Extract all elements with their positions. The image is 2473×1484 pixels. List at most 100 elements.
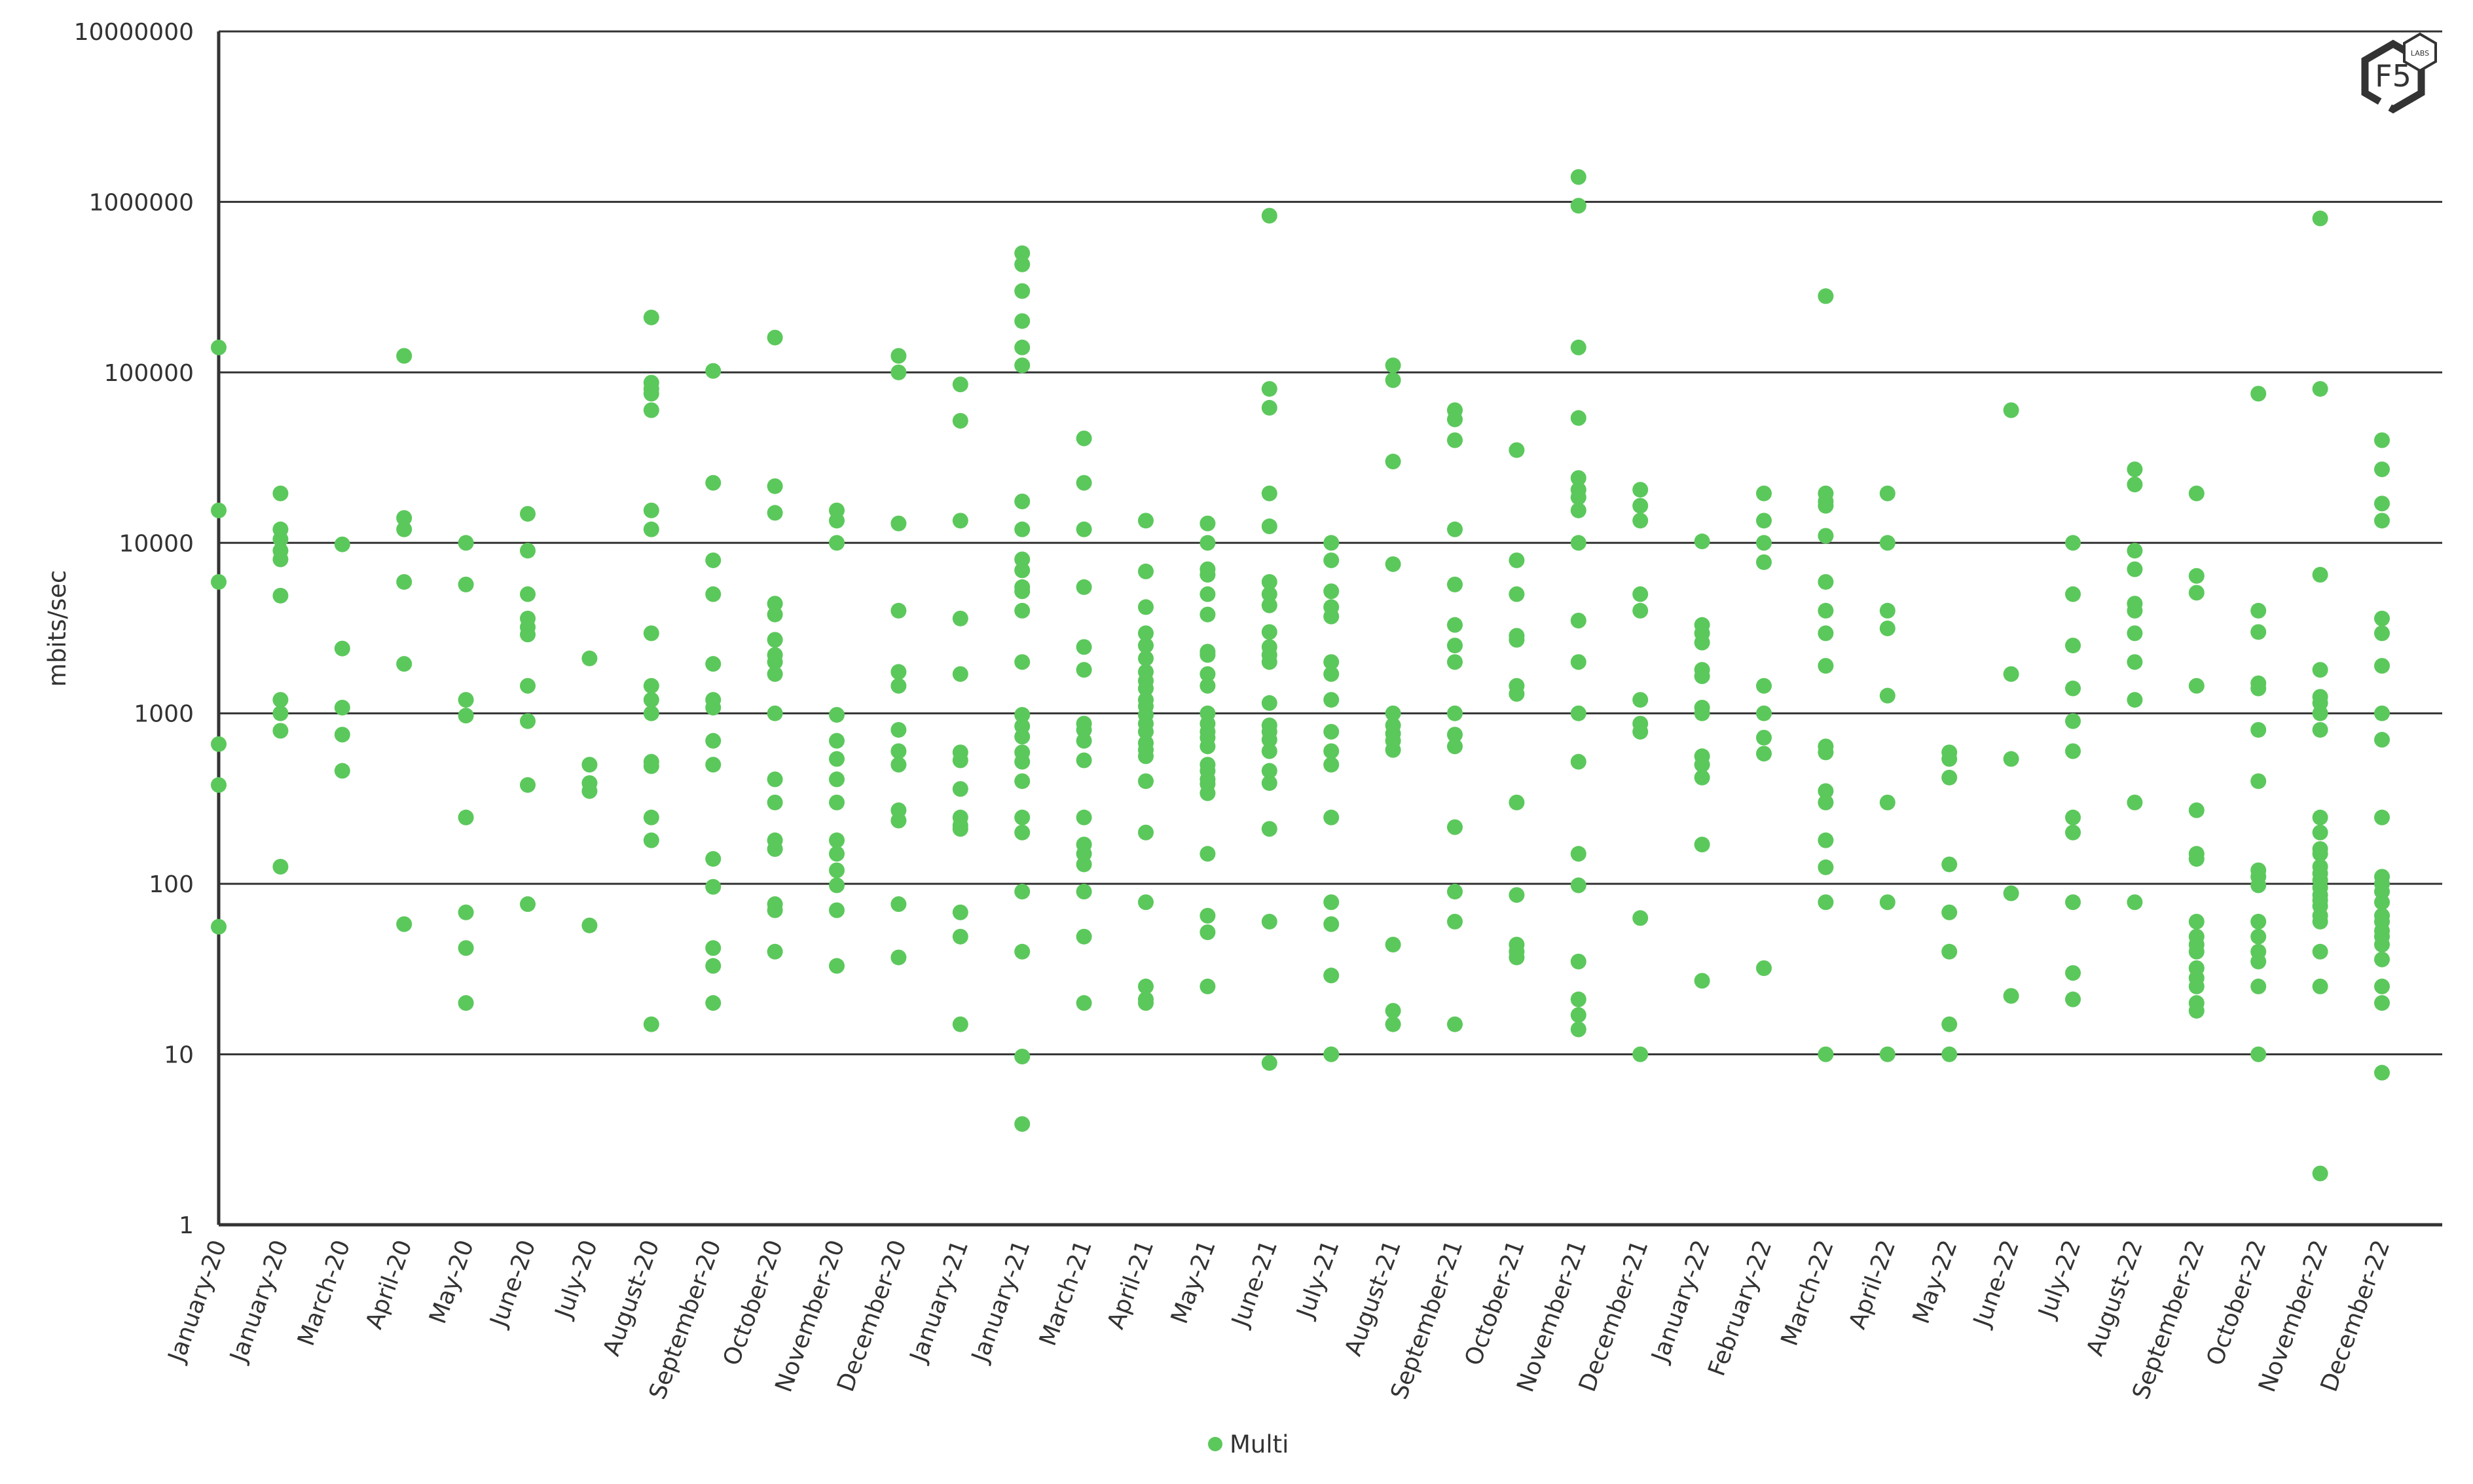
data-point: [2374, 705, 2390, 721]
data-point: [1261, 518, 1277, 535]
data-point: [1818, 1046, 1834, 1062]
data-point: [1261, 381, 1277, 397]
data-point: [1509, 586, 1525, 602]
data-point: [1385, 1016, 1401, 1032]
data-point: [272, 705, 289, 721]
data-point: [1138, 625, 1154, 642]
x-tick-label: January-21: [966, 1237, 1036, 1367]
data-point: [272, 531, 289, 547]
data-point: [2188, 943, 2205, 960]
x-tick-label: August-20: [598, 1237, 665, 1360]
data-point: [1076, 733, 1092, 749]
data-point: [1509, 442, 1525, 458]
data-point: [1385, 936, 1401, 952]
data-point: [1261, 624, 1277, 640]
data-point: [705, 700, 722, 716]
data-point: [2127, 794, 2143, 810]
data-point: [1138, 680, 1154, 697]
data-point: [2312, 978, 2328, 994]
data-point: [890, 949, 907, 966]
data-point: [334, 536, 350, 552]
data-point: [1138, 748, 1154, 765]
data-point: [1138, 773, 1154, 789]
data-point: [2250, 953, 2267, 969]
data-point: [1014, 339, 1031, 355]
data-point: [1879, 485, 1896, 501]
data-point: [767, 794, 783, 810]
data-point: [2003, 402, 2019, 418]
data-point: [2127, 602, 2143, 619]
data-point: [1076, 721, 1092, 738]
x-tick-label: January-22: [1646, 1237, 1715, 1367]
data-point: [705, 733, 722, 749]
data-point: [1014, 551, 1031, 568]
data-point: [643, 832, 659, 848]
data-point: [2065, 809, 2081, 825]
data-point: [1694, 757, 1710, 773]
data-point: [1879, 535, 1896, 551]
data-point: [1447, 576, 1463, 592]
data-point: [1138, 599, 1154, 615]
data-point: [1756, 485, 1772, 501]
data-point: [1447, 521, 1463, 537]
data-point: [890, 515, 907, 532]
data-point: [1323, 723, 1340, 740]
data-point: [1261, 743, 1277, 759]
x-tick-label: July-21: [1291, 1237, 1344, 1322]
data-point: [1570, 846, 1586, 862]
data-point: [1447, 638, 1463, 654]
data-point: [2312, 846, 2328, 862]
data-point: [890, 348, 907, 364]
data-point: [2374, 894, 2390, 911]
data-point: [1570, 991, 1586, 1007]
data-point: [1570, 535, 1586, 551]
data-point: [2065, 586, 2081, 602]
data-point: [334, 700, 350, 716]
data-point: [272, 587, 289, 604]
data-point: [1014, 256, 1031, 272]
data-point: [1261, 695, 1277, 711]
data-point: [1818, 859, 1834, 875]
data-point: [1076, 856, 1092, 873]
data-point: [1694, 837, 1710, 853]
data-point: [705, 878, 722, 895]
data-point: [1385, 705, 1401, 721]
data-point: [1138, 824, 1154, 841]
data-point: [2250, 602, 2267, 619]
data-point: [2374, 496, 2390, 512]
data-point: [705, 586, 722, 602]
data-point: [2065, 991, 2081, 1007]
data-point: [1200, 738, 1216, 755]
data-point: [1570, 613, 1586, 629]
data-point: [1200, 978, 1216, 994]
data-point: [643, 809, 659, 825]
y-tick-label: 100: [149, 871, 194, 898]
data-point: [581, 917, 598, 933]
data-point: [1200, 785, 1216, 801]
data-point: [643, 692, 659, 708]
data-point: [1200, 586, 1216, 602]
data-point: [705, 757, 722, 773]
data-point: [1323, 666, 1340, 682]
data-point: [1200, 606, 1216, 623]
data-point: [1200, 846, 1216, 862]
data-point: [890, 721, 907, 738]
data-point: [1694, 769, 1710, 786]
y-tick-label: 10000: [119, 530, 194, 557]
data-point: [1014, 773, 1031, 789]
data-point: [2065, 638, 2081, 654]
data-point: [2374, 461, 2390, 477]
data-point: [1447, 727, 1463, 743]
data-point: [1570, 470, 1586, 486]
data-point: [1818, 658, 1834, 674]
x-tick-label: June-20: [485, 1237, 541, 1331]
data-point: [643, 309, 659, 325]
data-point: [1138, 894, 1154, 911]
x-tick-label: April-20: [361, 1237, 418, 1333]
data-point: [829, 846, 845, 862]
data-point: [1138, 563, 1154, 579]
data-point: [396, 573, 412, 590]
data-point: [1323, 809, 1340, 825]
data-point: [1323, 583, 1340, 600]
data-point: [396, 916, 412, 932]
